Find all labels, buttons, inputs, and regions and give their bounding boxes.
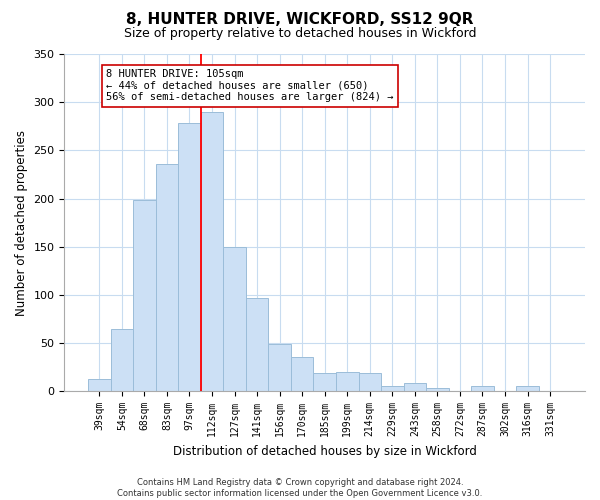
- Bar: [381, 386, 404, 391]
- Bar: [268, 344, 291, 391]
- Bar: [110, 328, 133, 391]
- Bar: [313, 373, 336, 391]
- Bar: [201, 112, 223, 391]
- Bar: [471, 386, 494, 391]
- Bar: [223, 246, 246, 391]
- Text: 8 HUNTER DRIVE: 105sqm
← 44% of detached houses are smaller (650)
56% of semi-de: 8 HUNTER DRIVE: 105sqm ← 44% of detached…: [106, 69, 394, 102]
- Bar: [291, 358, 313, 391]
- Bar: [155, 164, 178, 391]
- Bar: [178, 124, 201, 391]
- Y-axis label: Number of detached properties: Number of detached properties: [15, 130, 28, 316]
- Bar: [359, 373, 381, 391]
- Bar: [88, 378, 110, 391]
- Bar: [336, 372, 359, 391]
- Bar: [246, 298, 268, 391]
- Bar: [426, 388, 449, 391]
- Text: 8, HUNTER DRIVE, WICKFORD, SS12 9QR: 8, HUNTER DRIVE, WICKFORD, SS12 9QR: [126, 12, 474, 28]
- Bar: [516, 386, 539, 391]
- X-axis label: Distribution of detached houses by size in Wickford: Distribution of detached houses by size …: [173, 444, 476, 458]
- Text: Size of property relative to detached houses in Wickford: Size of property relative to detached ho…: [124, 28, 476, 40]
- Text: Contains HM Land Registry data © Crown copyright and database right 2024.
Contai: Contains HM Land Registry data © Crown c…: [118, 478, 482, 498]
- Bar: [404, 384, 426, 391]
- Bar: [133, 200, 155, 391]
